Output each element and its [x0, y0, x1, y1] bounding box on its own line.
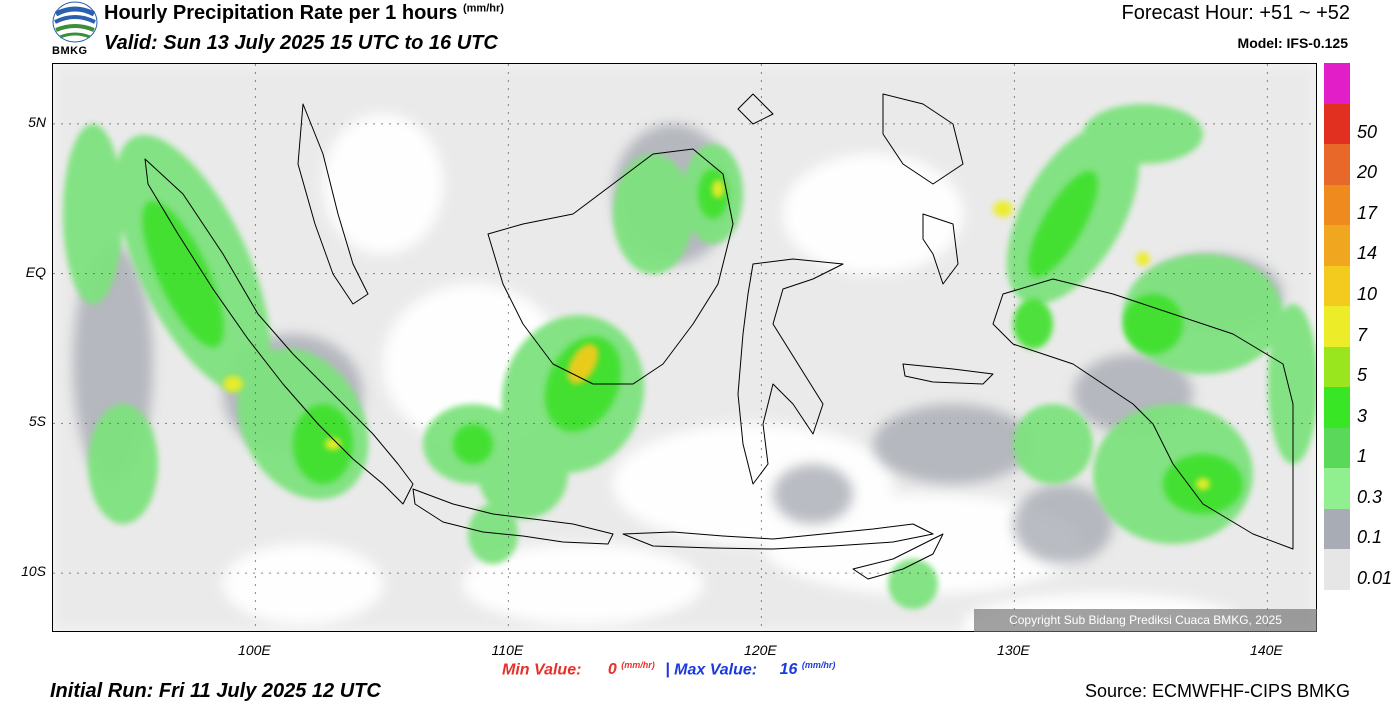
coastline-palawan — [737, 93, 774, 125]
chart-title: Hourly Precipitation Rate per 1 hours (m… — [104, 2, 504, 24]
coastline-java — [412, 488, 614, 545]
colorbar-label: 0.3 — [1357, 486, 1383, 507]
initial-run: Initial Run: Fri 11 July 2025 12 UTC — [50, 680, 381, 702]
coastline-timor — [852, 533, 944, 580]
colorbar-label: 0.01 — [1357, 567, 1393, 588]
precipitation-map[interactable] — [52, 63, 1317, 632]
latitude-label: 10S — [21, 563, 46, 580]
colorbar-segment — [1324, 468, 1350, 509]
colorbar-segment — [1324, 427, 1350, 469]
colorbar — [1324, 63, 1350, 590]
coastline-borneo — [487, 148, 734, 385]
colorbar-segment — [1324, 346, 1350, 388]
min-max-values: Min Value: 0 (mm/hr) | Max Value: 16 (mm… — [502, 660, 835, 679]
valid-time: Valid: Sun 13 July 2025 15 UTC to 16 UTC — [104, 32, 498, 54]
colorbar-label: 7 — [1357, 324, 1368, 345]
title-unit: (mm/hr) — [462, 2, 504, 15]
bmkg-logo-icon — [50, 0, 100, 60]
coastlines — [144, 93, 1294, 580]
max-unit: (mm/hr) — [801, 660, 836, 670]
colorbar-label: 14 — [1357, 243, 1378, 264]
precip-field-intense — [223, 180, 1210, 490]
longitude-label: 140E — [1250, 642, 1283, 658]
coastline-mindanao — [882, 93, 964, 185]
longitude-label: 110E — [491, 642, 524, 658]
latitude-label: EQ — [25, 263, 46, 280]
colorbar-segment — [1324, 549, 1350, 590]
max-value: 16 — [779, 661, 798, 679]
colorbar-segment — [1324, 225, 1350, 266]
coastline-maluku — [922, 213, 959, 285]
colorbar-segment — [1324, 63, 1350, 104]
logo-text: BMKG — [52, 45, 88, 57]
graticule — [53, 64, 1316, 631]
coastline-sumatra — [144, 158, 414, 505]
stats-separator: | — [665, 661, 670, 679]
min-value: 0 — [607, 661, 617, 679]
colorbar-segment — [1324, 387, 1350, 428]
colorbar-segment — [1324, 144, 1350, 185]
longitude-label: 100E — [238, 642, 271, 658]
colorbar-label: 0.1 — [1357, 527, 1383, 548]
min-label: Min Value: — [502, 661, 582, 679]
colorbar-label: 20 — [1357, 162, 1378, 183]
data-source: Source: ECMWFHF-CIPS BMKG — [1084, 681, 1350, 701]
coastline-new-guinea — [992, 278, 1294, 550]
max-label: Max Value: — [674, 661, 758, 679]
longitude-label: 120E — [744, 642, 777, 658]
latitude-label: 5N — [28, 113, 46, 130]
coastline-lesser-sunda — [622, 523, 934, 550]
min-unit: (mm/hr) — [621, 660, 655, 670]
coastline-seram — [902, 363, 994, 385]
coastline-malaya — [297, 103, 369, 305]
map-canvas — [53, 64, 1316, 631]
colorbar-segment — [1324, 306, 1350, 347]
colorbar-label: 1 — [1357, 446, 1368, 467]
colorbar-label: 50 — [1357, 121, 1378, 142]
colorbar-label: 17 — [1357, 202, 1378, 223]
latitude-label: 5S — [28, 413, 46, 430]
colorbar-segment — [1324, 184, 1350, 226]
colorbar-segment — [1324, 508, 1350, 550]
longitude-label: 130E — [997, 642, 1030, 658]
colorbar-label: 10 — [1357, 283, 1378, 304]
coastline-sulawesi — [737, 258, 844, 485]
colorbar-segment — [1324, 103, 1350, 145]
model-name: Model: IFS-0.125 — [1237, 35, 1348, 51]
forecast-hour: Forecast Hour: +51 ~ +52 — [1121, 2, 1350, 24]
colorbar-label: 5 — [1357, 365, 1368, 386]
colorbar-segment — [1324, 265, 1350, 307]
colorbar-label: 3 — [1357, 405, 1368, 426]
copyright-notice: Copyright Sub Bidang Prediksi Cuaca BMKG… — [974, 609, 1317, 632]
